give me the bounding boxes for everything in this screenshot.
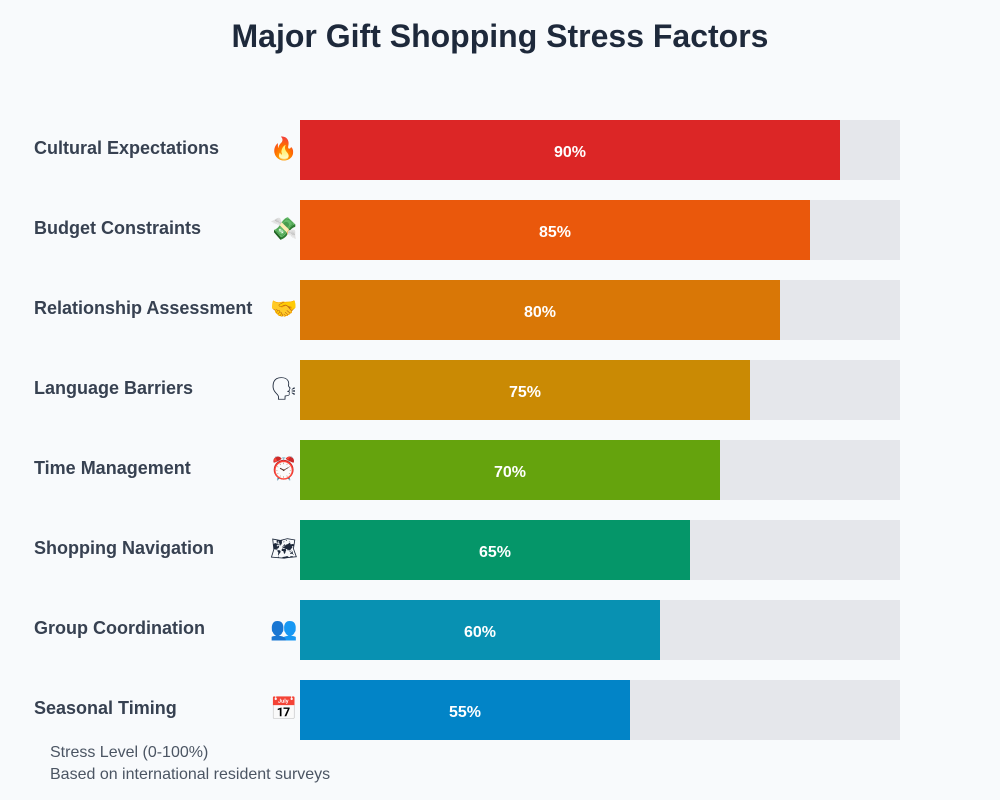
relationship-icon: 🤝 [270, 296, 298, 321]
category-label: Group Coordination [34, 618, 205, 638]
bar-value-label: 55% [448, 704, 482, 721]
bar-track: 60% [300, 600, 900, 660]
bar [300, 440, 720, 500]
bar-value-label: 65% [478, 544, 512, 561]
bar [300, 360, 750, 420]
bar [300, 120, 840, 180]
money-with-wings-icon: 💸 [270, 216, 298, 241]
bar [300, 280, 780, 340]
bar-value-label: 80% [523, 304, 557, 321]
bar-value-label: 85% [538, 224, 572, 241]
bar-track: 65% [300, 520, 900, 580]
bar-track: 80% [300, 280, 900, 340]
bar [300, 600, 660, 660]
group-icon: 👥 [270, 616, 298, 641]
bar-value-label: 90% [553, 144, 587, 161]
category-label: Seasonal Timing [34, 698, 177, 718]
category-label: Time Management [34, 458, 191, 478]
bar-track: 90% [300, 120, 900, 180]
source-note: Based on international resident surveys [50, 766, 331, 783]
bar-value-label: 75% [508, 384, 542, 401]
fire-icon: 🔥 [270, 136, 298, 161]
alarm-clock-icon: ⏰ [270, 456, 298, 481]
chart-title: Major Gift Shopping Stress Factors [231, 18, 769, 54]
category-label: Shopping Navigation [34, 538, 214, 558]
category-label: Language Barriers [34, 378, 194, 398]
navigation-icon: 🗺 [270, 536, 298, 561]
category-label: Relationship Assessment [34, 298, 253, 318]
x-axis-label: Stress Level (0-100%) [50, 744, 209, 761]
bar-track: 85% [300, 200, 900, 260]
speaking-head-icon: 🗣 [270, 376, 298, 401]
bar [300, 520, 690, 580]
bar-track: 55% [300, 680, 900, 740]
bar-track: 70% [300, 440, 900, 500]
bar-value-label: 60% [463, 624, 497, 641]
bar-value-label: 70% [493, 464, 527, 481]
category-label: Cultural Expectations [34, 138, 220, 158]
bar [300, 200, 810, 260]
category-label: Budget Constraints [34, 218, 202, 238]
calendar-icon: 📅 [270, 696, 298, 721]
bar-track: 75% [300, 360, 900, 420]
bar [300, 680, 630, 740]
